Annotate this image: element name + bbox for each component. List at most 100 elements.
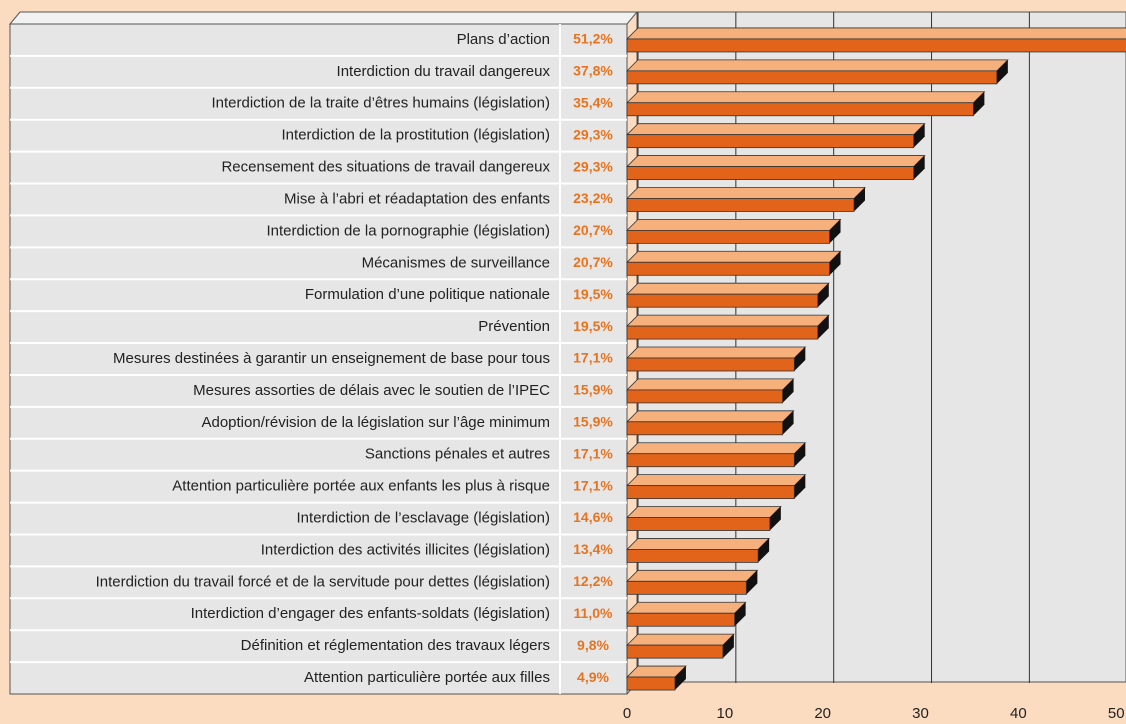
bar-top	[626, 187, 866, 199]
bar	[626, 644, 724, 659]
bar	[626, 389, 783, 404]
value-label: 29,3%	[573, 126, 613, 142]
bar-top	[626, 633, 735, 646]
bar-side	[996, 59, 1008, 84]
category-label: Mesures assorties de délais avec le sout…	[193, 382, 550, 399]
bar-top	[626, 59, 1009, 72]
bar-top	[626, 314, 830, 327]
bar-top	[626, 346, 807, 359]
bar-side	[782, 378, 794, 403]
x-tick-label: 40	[1010, 705, 1027, 722]
category-label: Attention particulière portée aux filles	[304, 669, 550, 686]
bar-top	[626, 91, 986, 104]
x-tick-label: 50	[1108, 705, 1125, 722]
value-label: 14,6%	[573, 509, 613, 525]
bar-side	[973, 91, 985, 116]
category-label: Attention particulière portée aux enfant…	[172, 478, 550, 495]
category-label: Adoption/révision de la législation sur …	[201, 414, 550, 431]
category-label: Interdiction de l’esclavage (législation…	[297, 509, 550, 526]
category-label: Interdiction de la prostitution (législa…	[282, 127, 550, 144]
bar-top	[626, 601, 747, 614]
bar	[626, 134, 915, 149]
value-label: 15,9%	[573, 382, 613, 398]
category-label: Prévention	[478, 318, 550, 335]
bar-side	[794, 442, 806, 467]
bar	[626, 70, 998, 85]
bar-top	[626, 506, 782, 518]
bar-top	[626, 442, 807, 455]
value-label: 37,8%	[573, 63, 613, 79]
bar-side	[913, 123, 925, 148]
category-label: Interdiction d’engager des enfants-solda…	[191, 605, 550, 622]
bar-side	[817, 315, 829, 340]
value-label: 11,0%	[574, 605, 613, 621]
panel-top	[8, 11, 639, 25]
bar-top	[626, 250, 842, 263]
bar-side	[722, 634, 734, 659]
category-label: Définition et réglementation des travaux…	[241, 637, 550, 654]
bar-top	[626, 410, 795, 423]
value-label: 19,5%	[573, 286, 613, 302]
bar-side	[794, 347, 806, 371]
bar-side	[913, 155, 925, 180]
bar-side	[769, 506, 781, 531]
bar	[626, 38, 1126, 53]
value-label: 9,8%	[577, 637, 609, 653]
value-label: 17,1%	[573, 350, 613, 366]
value-label: 23,2%	[573, 190, 613, 206]
bar-top	[626, 474, 807, 487]
bar	[626, 229, 830, 244]
x-tick-label: 20	[814, 705, 831, 722]
bar-top	[626, 282, 830, 295]
bar	[626, 166, 915, 180]
value-label: 35,4%	[573, 94, 613, 110]
bar-top	[626, 123, 926, 136]
bar	[626, 102, 974, 117]
bar	[626, 293, 819, 308]
bar-side	[794, 474, 806, 499]
bar	[626, 580, 747, 595]
bar-top	[626, 155, 926, 167]
value-label: 17,1%	[573, 445, 613, 461]
category-label: Interdiction de la pornographie (législa…	[266, 222, 550, 239]
value-label: 51,2%	[573, 31, 613, 47]
value-label: 13,4%	[573, 541, 613, 557]
bar	[626, 549, 759, 563]
category-label: Sanctions pénales et autres	[365, 446, 550, 463]
category-label: Plans d’action	[457, 31, 550, 48]
category-label: Interdiction de la traite d’êtres humain…	[211, 95, 550, 112]
value-label: 17,1%	[573, 477, 613, 493]
bar-side	[782, 410, 794, 435]
value-label: 20,7%	[573, 222, 613, 238]
value-label: 19,5%	[573, 318, 613, 334]
category-label: Interdiction du travail forcé et de la s…	[96, 573, 550, 590]
bar	[626, 517, 771, 531]
x-tick-label: 0	[623, 705, 631, 722]
bar-side	[853, 187, 865, 212]
bar	[626, 357, 795, 372]
bar-side	[829, 251, 841, 276]
bar-top	[626, 218, 842, 231]
bar	[626, 612, 736, 627]
bar-top	[626, 378, 795, 391]
bar-side	[746, 570, 758, 595]
value-label: 20,7%	[573, 254, 613, 270]
bar-top	[626, 569, 759, 582]
bar-side	[758, 538, 770, 563]
value-label: 15,9%	[573, 414, 613, 430]
category-label: Recensement des situations de travail da…	[221, 159, 550, 176]
bar	[626, 676, 676, 691]
value-label: 4,9%	[577, 669, 609, 685]
bar	[626, 198, 855, 212]
category-label: Mise à l’abri et réadaptation des enfant…	[284, 190, 550, 207]
bar-side	[734, 602, 746, 627]
bar	[626, 485, 795, 500]
bar	[626, 325, 819, 340]
bar-top	[626, 27, 1126, 40]
bar	[626, 421, 783, 436]
value-label: 29,3%	[573, 158, 613, 174]
bar-side	[674, 666, 686, 691]
category-label: Mesures destinées à garantir un enseigne…	[113, 350, 550, 367]
bar-side	[829, 219, 841, 244]
